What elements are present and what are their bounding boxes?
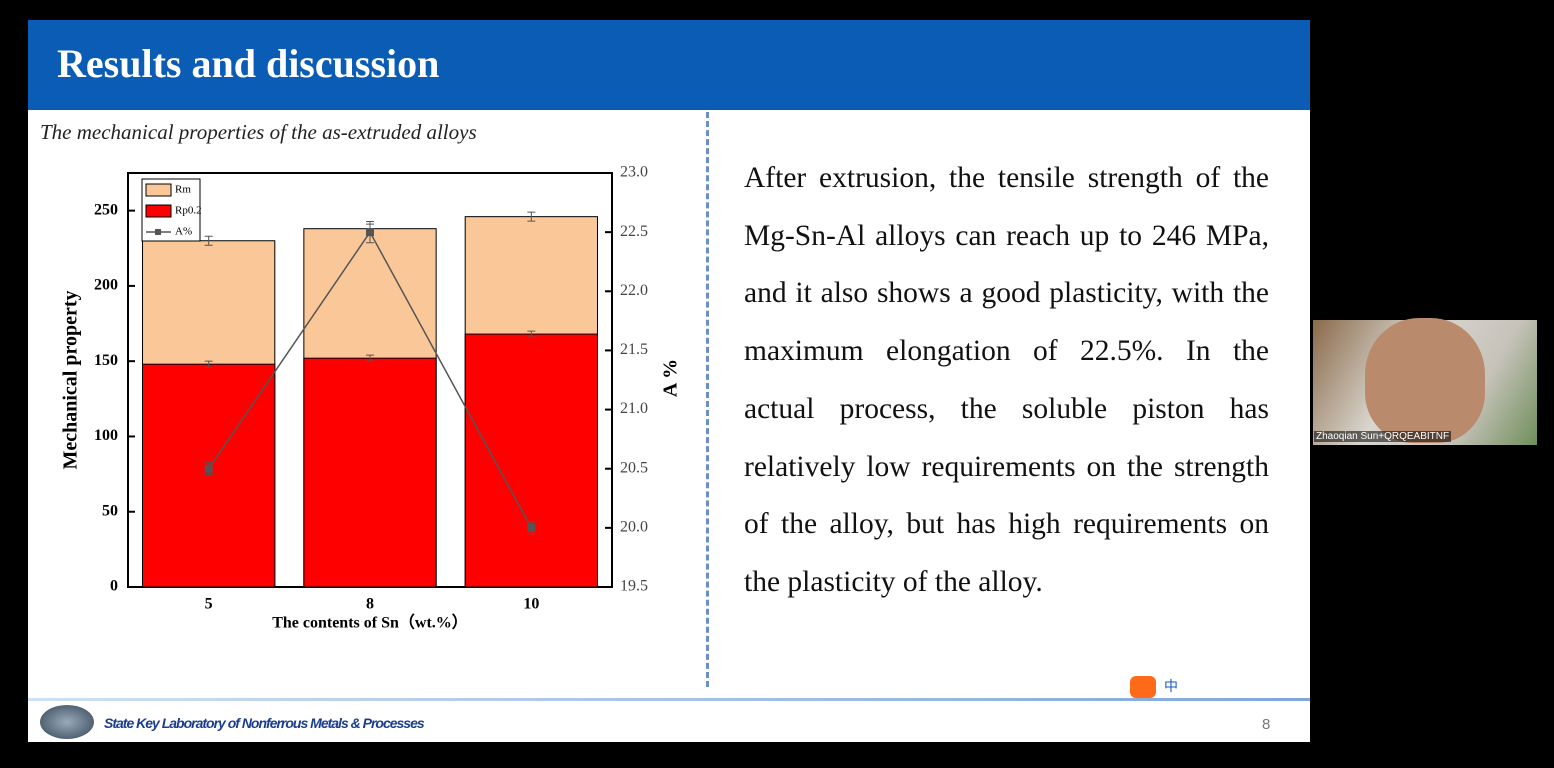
legend-marker: [155, 229, 161, 235]
y2-tick-label: 19.5: [620, 578, 648, 595]
marker: [204, 464, 213, 473]
x-tick-label: 8: [366, 596, 374, 613]
legend-label: Rm: [175, 184, 191, 196]
y2-axis-label: A %: [660, 359, 682, 397]
slide-title: Results and discussion: [57, 41, 440, 86]
y-tick-label: 100: [94, 427, 118, 444]
webcam-name: Zhaoqian Sun+QRQEABITNF: [1314, 431, 1452, 442]
error-bar: [204, 235, 213, 246]
bar: [464, 333, 598, 588]
bar: [142, 363, 276, 588]
y-axis-label: Mechanical property: [60, 290, 82, 469]
error-bar: [366, 354, 374, 362]
header: [28, 20, 1310, 110]
y2-tick-label: 22.0: [620, 282, 648, 299]
ime-toolbar[interactable]: 中: [1130, 676, 1308, 698]
footer-text: State Key Laboratory of Nonferrous Metal…: [104, 715, 425, 731]
legend-label: Rp0.2: [175, 205, 202, 217]
y2-tick-label: 22.5: [620, 223, 648, 240]
logo: [40, 705, 94, 739]
footer-line: [28, 698, 1310, 701]
ime-logo[interactable]: [1130, 676, 1156, 698]
error-bar: [204, 360, 213, 368]
y-tick-label: 150: [94, 352, 118, 369]
divider: [706, 112, 709, 687]
ime-mode[interactable]: 中: [1164, 679, 1178, 695]
chart: 0 50 100 150 200 250 19.5 20.0 20.5 21.0 21.5 22.0 2…: [60, 164, 682, 632]
error-bar: [527, 330, 536, 338]
y2-tick-label: 23.0: [620, 164, 648, 181]
legend-swatch: [145, 183, 172, 197]
error-bar: [527, 211, 536, 222]
y-tick-label: 200: [94, 277, 118, 294]
marker: [527, 523, 536, 532]
x-tick-label: 10: [523, 596, 539, 613]
y-tick-label: 50: [102, 502, 118, 519]
legend-label: A%: [175, 226, 192, 238]
y2-tick-label: 21.0: [620, 400, 648, 417]
y2-tick-label: 21.5: [620, 341, 648, 358]
page-number: 8: [1262, 716, 1271, 733]
x-axis-label: The contents of Sn（wt.%）: [272, 614, 468, 632]
marker: [366, 228, 374, 237]
x-tick-label: 5: [205, 596, 213, 613]
paragraph: After extrusion, the tensile strength of…: [744, 162, 1269, 598]
y-tick-label: 250: [94, 201, 118, 218]
y2-tick-label: 20.0: [620, 519, 648, 536]
webcam-person: [1365, 318, 1485, 443]
y-tick-label: 0: [110, 578, 118, 595]
y2-tick-label: 20.5: [620, 459, 648, 476]
bar: [303, 357, 437, 588]
legend-swatch: [145, 204, 172, 218]
subtitle: The mechanical properties of the as-extr…: [40, 120, 477, 144]
